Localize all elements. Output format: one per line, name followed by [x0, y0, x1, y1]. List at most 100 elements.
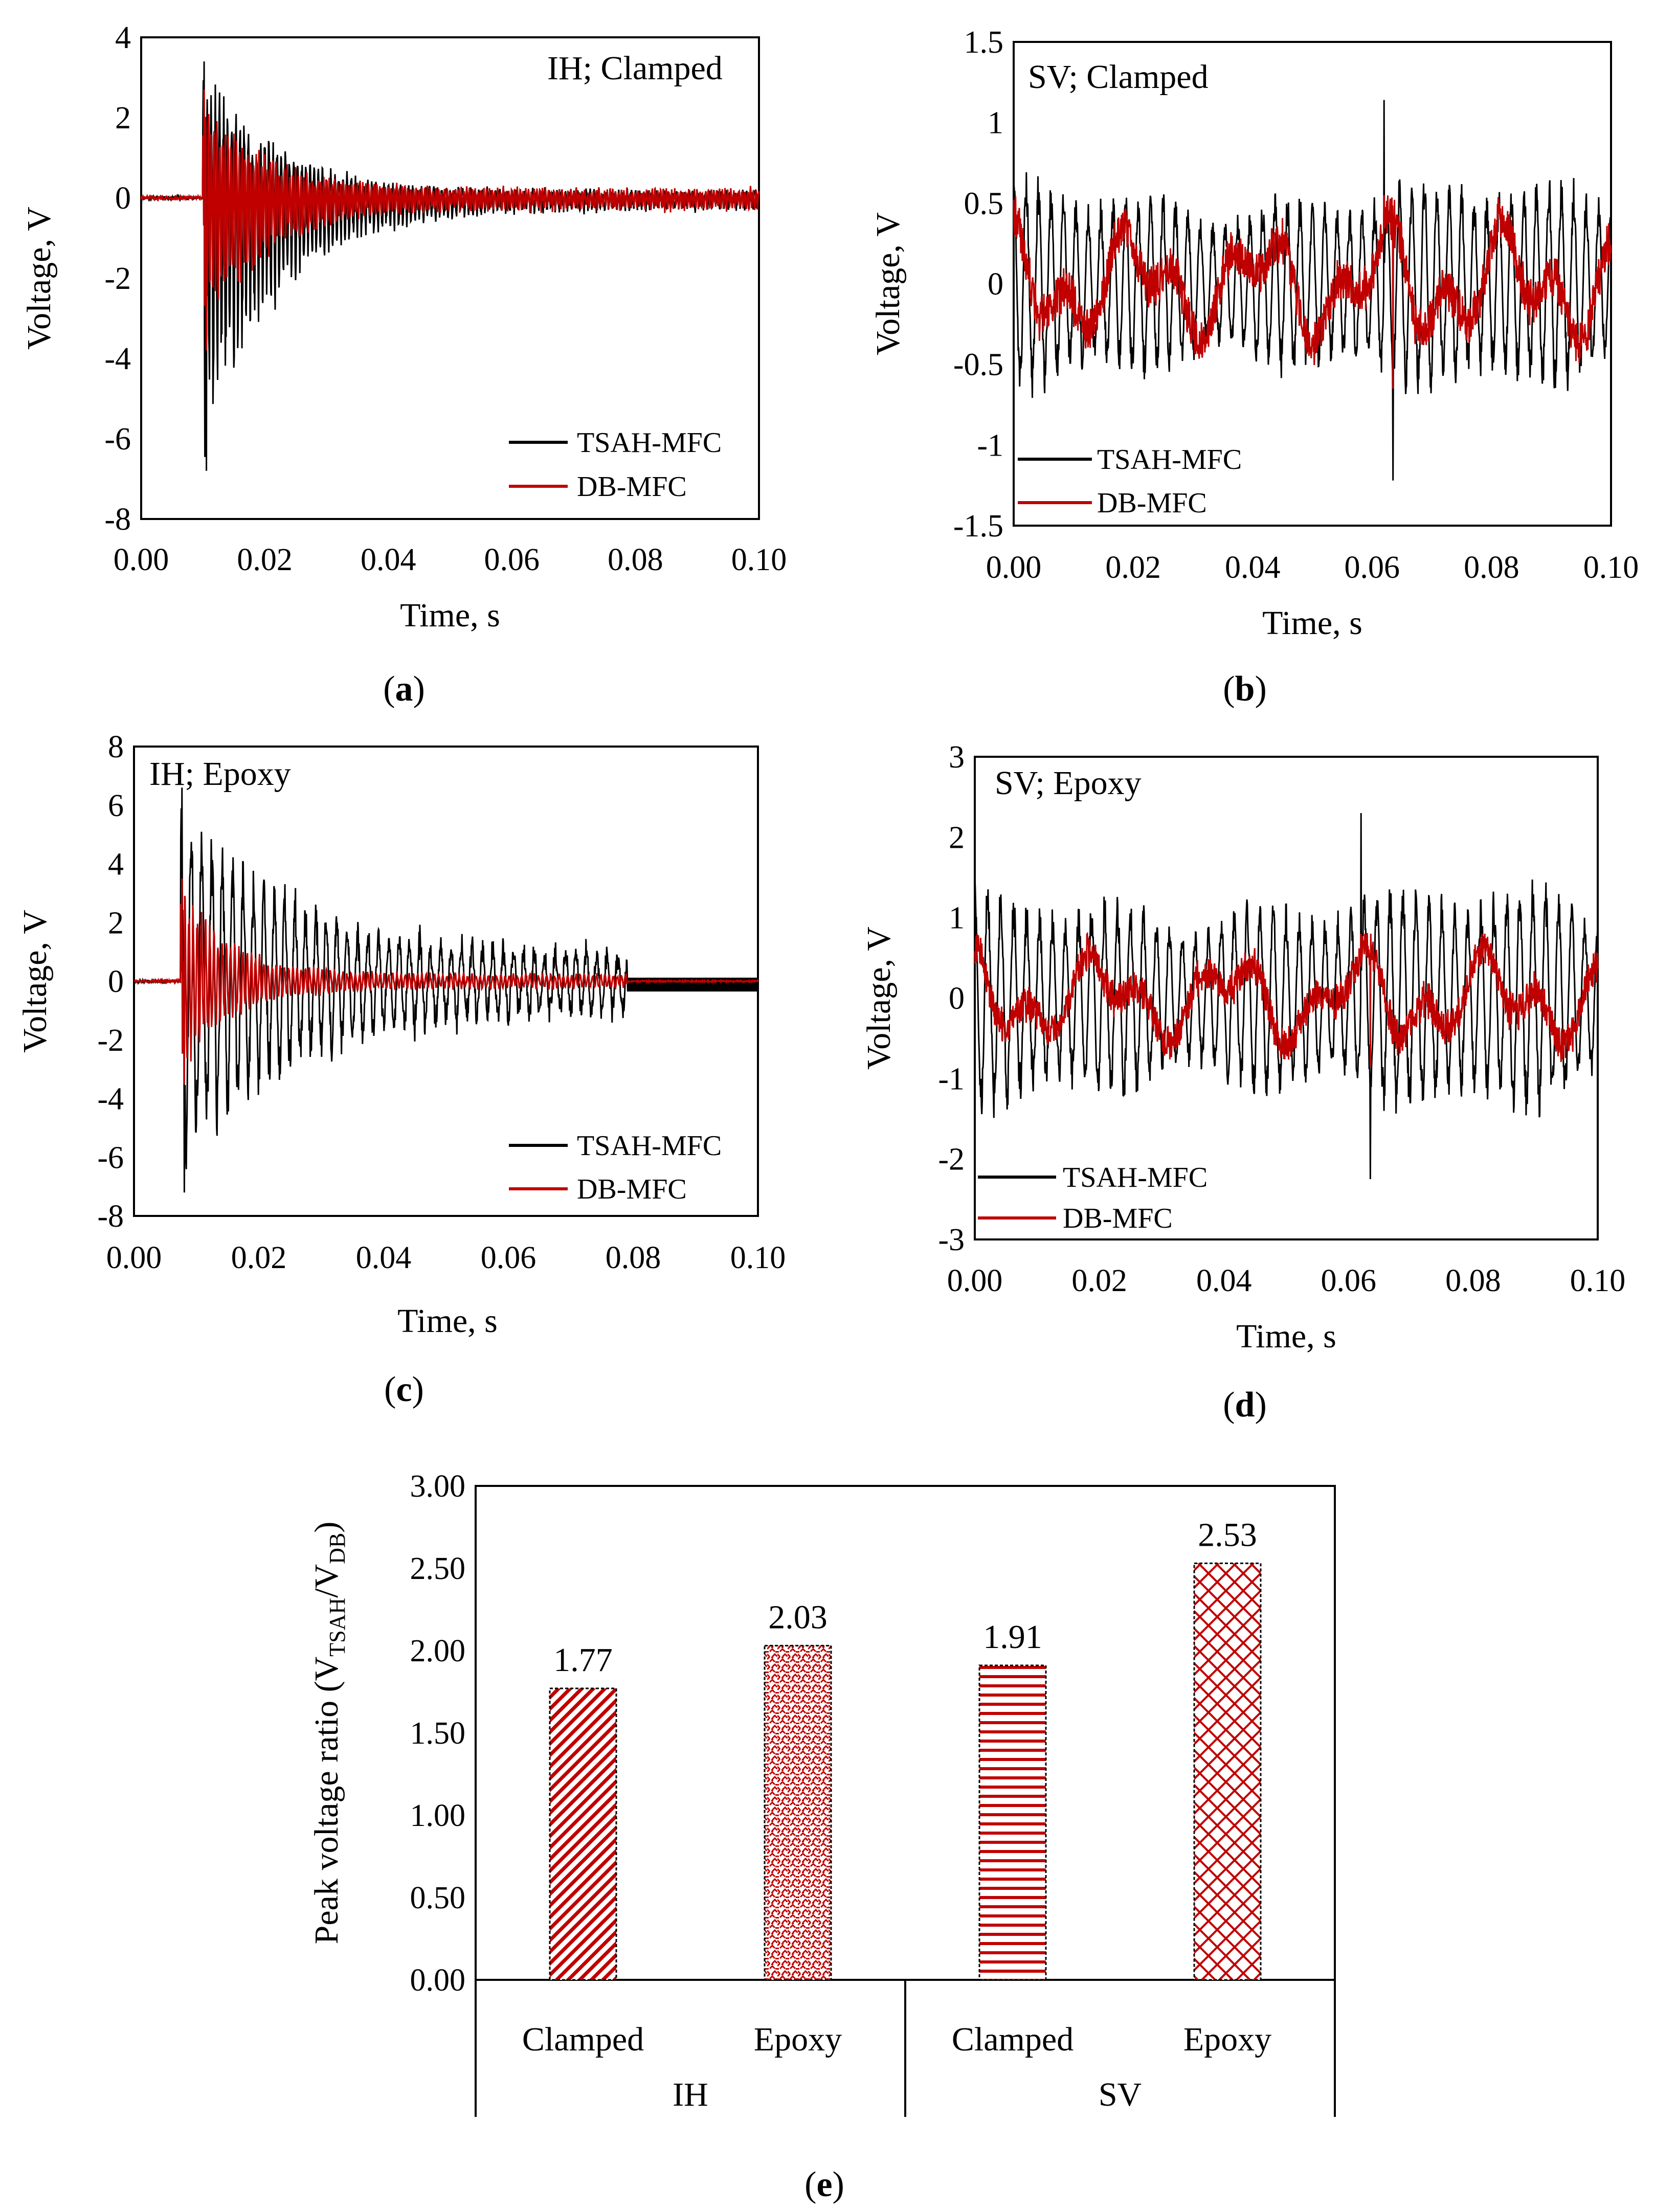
- panel-e-category-label: Epoxy: [1183, 2021, 1271, 2058]
- panel-c-legend: TSAH-MFC DB-MFC: [509, 1130, 722, 1205]
- panel-a-ytick-label: 2: [115, 101, 131, 136]
- panel-d-ytick-label: -2: [938, 1142, 965, 1177]
- panel-e-ticks: 0.00 0.50 1.00 1.50 2.00 2.50 3.00: [410, 1469, 1336, 2117]
- panel-b-ticks: 0.00 0.02 0.04 0.06 0.08 0.10 -1.5 -1 -0.5 0 0.5 1 1…: [953, 25, 1639, 585]
- panel-e-peak-voltage-ratio: 0.00 0.50 1.00 1.50 2.00 2.50 3.00 1.77 Clamped…: [308, 1469, 1336, 2117]
- panel-b-ytick-label: -1: [977, 428, 1003, 463]
- panel-e-ylabel-end: ): [308, 1522, 345, 1533]
- caption-c: (c): [384, 1370, 424, 1409]
- panel-b-series-tsah-mfc-line: [1013, 100, 1612, 481]
- panel-d-xtick-label: 0.10: [1570, 1263, 1626, 1298]
- panel-a-annotation: IH; Clamped: [547, 50, 723, 87]
- panel-c-xtick-label: 0.06: [481, 1240, 536, 1275]
- panel-b-ytick-label: 1: [988, 106, 1003, 141]
- panel-a-ytick-label: -6: [104, 422, 131, 457]
- panel-a-xtick-label: 0.04: [361, 543, 416, 577]
- panel-e-ytick-label: 2.00: [410, 1634, 466, 1668]
- panel-d-xtick-label: 0.00: [947, 1263, 1003, 1298]
- panel-d-xlabel: Time, s: [1236, 1318, 1336, 1355]
- panel-a-ytick-label: -2: [104, 261, 131, 296]
- panel-e-data-label: 2.53: [1198, 1516, 1257, 1553]
- panel-c-ytick-label: 6: [108, 788, 124, 823]
- panel-e-data-label: 1.91: [983, 1618, 1042, 1656]
- panel-a-xtick-label: 0.00: [114, 543, 169, 577]
- panel-b-ytick-label: 0.5: [964, 186, 1004, 221]
- panel-c-annotation: IH; Epoxy: [149, 755, 291, 793]
- caption-b: (b): [1223, 669, 1267, 709]
- panel-a-xlabel: Time, s: [400, 597, 500, 634]
- panel-b-xtick-label: 0.04: [1225, 550, 1281, 585]
- panel-e-category-label: Clamped: [952, 2021, 1074, 2058]
- panel-c-ytick-label: 4: [108, 847, 124, 882]
- panel-c-ytick-label: 8: [108, 730, 124, 764]
- panel-c-ticks: 0.00 0.02 0.04 0.06 0.08 0.10 -8 -6 -4 -2 0 2 4 6 8: [97, 730, 786, 1275]
- panel-e-ytick-label: 2.50: [410, 1551, 466, 1586]
- panel-d-ytick-label: 3: [949, 740, 965, 775]
- panel-d-xtick-label: 0.04: [1196, 1263, 1252, 1298]
- panel-b-ylabel: Voltage, V: [869, 212, 907, 355]
- panel-d-xtick-label: 0.08: [1445, 1263, 1501, 1298]
- panel-b-xtick-label: 0.00: [986, 550, 1042, 585]
- panel-d-legend-tsah-mfc-label: TSAH-MFC: [1063, 1162, 1208, 1193]
- panel-a-legend: TSAH-MFC DB-MFC: [509, 427, 722, 503]
- panel-a-legend-tsah-mfc-label: TSAH-MFC: [577, 427, 722, 459]
- panel-b-legend-db-mfc-label: DB-MFC: [1097, 487, 1207, 519]
- panel-c-ytick-label: -4: [97, 1082, 124, 1117]
- panel-d-sv-epoxy: 0.00 0.02 0.04 0.06 0.08 0.10 -3 -2 -1 0 1 2 3 SV; E…: [860, 740, 1625, 1355]
- panel-a-legend-db-mfc-label: DB-MFC: [577, 471, 687, 503]
- panel-b-ytick-label: -1.5: [953, 509, 1003, 544]
- panel-a-ylabel: Voltage, V: [20, 207, 58, 350]
- panel-e-ytick-label: 0.00: [410, 1963, 466, 1998]
- panel-d-ylabel: Voltage, V: [860, 927, 898, 1070]
- panel-a-series-tsah-mfc-line: [141, 61, 760, 471]
- panel-e-bar: [549, 1687, 617, 1981]
- panel-e-category-label: Clamped: [522, 2021, 644, 2058]
- panel-a-xtick-label: 0.08: [608, 543, 663, 577]
- panel-b-plot-frame: [1013, 41, 1612, 527]
- panel-e-ylabel: Peak voltage ratio (VTSAH/VDB): [308, 1522, 350, 1945]
- panel-e-bar: [1193, 1562, 1262, 1981]
- panel-e-bar: [978, 1664, 1047, 1981]
- panel-c-series-db-mfc-line: [133, 878, 759, 1084]
- panel-e-bar: [764, 1644, 832, 1981]
- panel-b-sv-clamped: 0.00 0.02 0.04 0.06 0.08 0.10 -1.5 -1 -0.5 0 0.5 1 1…: [869, 25, 1639, 642]
- panel-e-group-label: IH: [673, 2076, 708, 2113]
- panel-c-xtick-label: 0.00: [106, 1240, 162, 1275]
- panel-b-xtick-label: 0.02: [1105, 550, 1161, 585]
- panel-c-legend-tsah-mfc-label: TSAH-MFC: [577, 1130, 722, 1162]
- panel-b-ytick-label: 1.5: [964, 25, 1004, 60]
- panel-e-ytick-label: 1.50: [410, 1716, 466, 1751]
- panel-a-ytick-label: 4: [115, 20, 131, 55]
- panel-e-ylabel-mid: /V: [308, 1564, 345, 1598]
- panel-d-xtick-label: 0.06: [1321, 1263, 1377, 1298]
- panel-a-series-db-mfc-line: [140, 89, 760, 351]
- panel-e-ylabel-sub-db: DB: [325, 1533, 350, 1564]
- panel-b-legend: TSAH-MFC DB-MFC: [1018, 444, 1242, 519]
- panel-a-ih-clamped: 0.00 0.02 0.04 0.06 0.08 0.10 -8 -6 -4 -2 0 2 4 IH; …: [20, 20, 787, 634]
- panel-c-ytick-label: -8: [97, 1199, 124, 1234]
- panel-b-xtick-label: 0.10: [1583, 550, 1639, 585]
- panel-d-plot-frame: [974, 756, 1599, 1240]
- panel-a-ticks: 0.00 0.02 0.04 0.06 0.08 0.10 -8 -6 -4 -2 0 2 4: [104, 20, 787, 577]
- panel-a-xtick-label: 0.02: [237, 543, 293, 577]
- panel-d-ytick-label: -3: [938, 1223, 965, 1257]
- panel-c-ylabel: Voltage, V: [16, 910, 54, 1053]
- panel-e-ytick-label: 3.00: [410, 1469, 466, 1504]
- panel-c-xtick-label: 0.02: [231, 1240, 287, 1275]
- panel-b-xtick-label: 0.06: [1345, 550, 1400, 585]
- panel-d-xtick-label: 0.02: [1071, 1263, 1127, 1298]
- panel-d-ytick-label: 0: [949, 981, 965, 1016]
- panel-b-series-db-mfc-line: [1013, 195, 1612, 389]
- panel-c-xtick-label: 0.10: [730, 1240, 786, 1275]
- panel-a-plot-frame: [140, 36, 760, 520]
- panel-c-ytick-label: -6: [97, 1140, 124, 1175]
- panel-b-xtick-label: 0.08: [1464, 550, 1519, 585]
- panel-e-data-label: 1.77: [553, 1641, 613, 1679]
- panel-c-ih-epoxy: 0.00 0.02 0.04 0.06 0.08 0.10 -8 -6 -4 -2 0 2 4 6 8 IH…: [16, 730, 786, 1340]
- panel-d-annotation: SV; Epoxy: [995, 764, 1142, 802]
- panel-c-legend-db-mfc-label: DB-MFC: [577, 1173, 687, 1205]
- panel-e-group-label: SV: [1099, 2076, 1142, 2113]
- panel-a-ytick-label: -4: [104, 342, 131, 376]
- panel-e-category-label: Epoxy: [754, 2021, 842, 2058]
- panel-d-ticks: 0.00 0.02 0.04 0.06 0.08 0.10 -3 -2 -1 0 1 2 3: [938, 740, 1625, 1298]
